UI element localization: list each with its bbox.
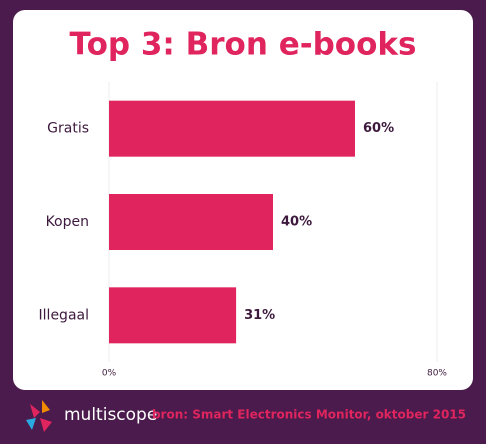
logo-shape	[42, 400, 50, 413]
bar	[109, 287, 237, 344]
y-tick-label: Gratis	[47, 121, 89, 137]
value-label: 60%	[363, 121, 394, 136]
value-label: 40%	[281, 215, 312, 230]
source: bron: Smart Electronics Monitor, oktober…	[152, 408, 466, 422]
logo	[26, 400, 52, 432]
chart-title: Top 3: Bron e-books	[70, 27, 417, 63]
logo-shape	[40, 418, 52, 432]
x-tick-label: 0%	[102, 369, 117, 379]
logo-shape	[30, 404, 40, 418]
value-label: 31%	[244, 308, 275, 323]
bar	[109, 194, 273, 250]
brand: multiscope	[64, 405, 157, 425]
y-tick-label: Illegaal	[39, 307, 89, 323]
y-tick-label: Kopen	[46, 214, 89, 230]
x-tick-label: 80%	[427, 369, 447, 379]
logo-shape	[26, 418, 36, 430]
bar	[109, 100, 355, 157]
